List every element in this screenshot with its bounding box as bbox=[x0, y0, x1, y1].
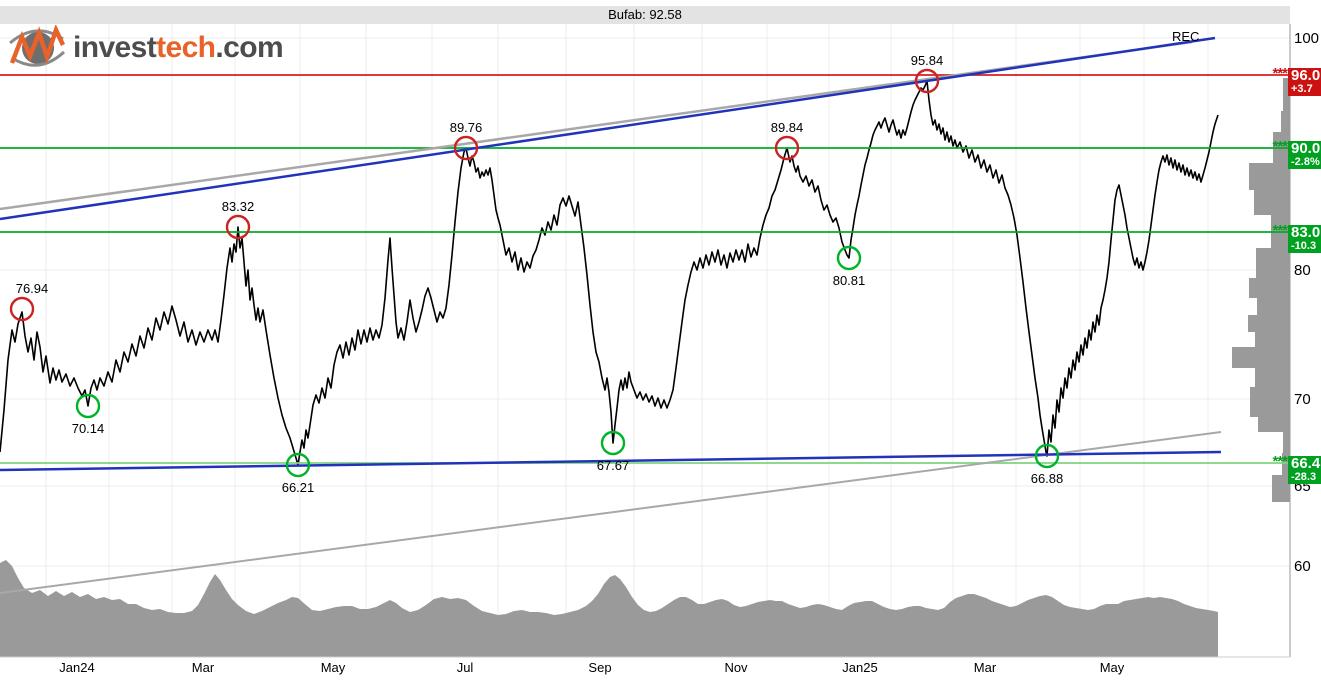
x-axis-month-label: Mar bbox=[973, 660, 997, 675]
level-significance-stars: *** bbox=[1272, 453, 1288, 470]
top-marker-circle bbox=[774, 135, 800, 161]
price-level-value: 83.0 bbox=[1291, 224, 1321, 241]
y-axis-tick-label: 70 bbox=[1294, 391, 1311, 408]
price-line bbox=[0, 80, 1219, 466]
bottom-marker-circle bbox=[600, 430, 626, 456]
volume-profile-bar bbox=[1283, 78, 1290, 111]
x-axis-month-label: May bbox=[1099, 660, 1125, 675]
volume-profile-bar bbox=[1254, 190, 1290, 215]
investtech-logo-text: investtech.com bbox=[73, 24, 284, 72]
price-level-value: 66.4 bbox=[1291, 455, 1321, 472]
extreme-value-label: 67.67 bbox=[596, 458, 630, 473]
volume-profile-bar bbox=[1232, 347, 1290, 368]
chart-title-bar: Bufab: 92.58 bbox=[0, 6, 1290, 24]
volume-profile-bar bbox=[1255, 368, 1290, 387]
price-level-badge: 96.0 +3.7 bbox=[1288, 68, 1321, 96]
logo-com: .com bbox=[215, 31, 284, 64]
volume-profile-bar bbox=[1257, 298, 1290, 315]
investtech-logo: investtech.com bbox=[6, 24, 284, 72]
extreme-value-label: 89.84 bbox=[770, 120, 804, 135]
upper-channel-blue bbox=[0, 36, 1216, 221]
price-level-delta: -10.3 bbox=[1291, 240, 1317, 252]
top-marker-circle bbox=[9, 296, 35, 322]
logo-tech: tech bbox=[156, 31, 216, 64]
price-level-badge: 90.0 -2.8% bbox=[1288, 141, 1321, 169]
extreme-value-label: 66.21 bbox=[281, 480, 315, 495]
top-marker-circle bbox=[914, 68, 940, 94]
extreme-value-label: 83.32 bbox=[221, 199, 255, 214]
level-significance-stars: *** bbox=[1272, 138, 1288, 155]
volume-profile-bar bbox=[1281, 111, 1290, 132]
top-marker-circle bbox=[225, 214, 251, 240]
x-axis-month-label: Jul bbox=[456, 660, 474, 675]
volume-profile-bar bbox=[1249, 163, 1290, 190]
volume-profile-bar bbox=[1248, 315, 1290, 332]
bottom-marker-circle bbox=[285, 452, 311, 478]
y-axis-tick-label: 100 bbox=[1294, 30, 1320, 47]
extreme-value-label: 76.94 bbox=[15, 281, 49, 296]
bottom-marker-circle bbox=[836, 245, 862, 271]
price-level-delta: -28.3 bbox=[1291, 471, 1317, 483]
chart-title: Bufab: 92.58 bbox=[608, 7, 682, 22]
x-axis-month-label: Mar bbox=[191, 660, 215, 675]
x-axis-month-label: Jan24 bbox=[59, 660, 95, 675]
y-axis-tick-label: 80 bbox=[1294, 262, 1311, 279]
recommendation-label: REC bbox=[1172, 29, 1200, 44]
volume-profile-bar bbox=[1258, 417, 1290, 432]
y-axis-tick-label: 60 bbox=[1294, 558, 1311, 575]
volume-profile-bar bbox=[1272, 475, 1290, 502]
extreme-value-label: 95.84 bbox=[910, 53, 944, 68]
bottom-marker-circle bbox=[1034, 443, 1060, 469]
extreme-value-label: 70.14 bbox=[71, 421, 105, 436]
price-level-value: 96.0 bbox=[1291, 67, 1321, 84]
lower-channel-gray bbox=[0, 431, 1222, 594]
level-significance-stars: *** bbox=[1272, 222, 1288, 239]
extreme-value-label: 66.88 bbox=[1030, 471, 1064, 486]
volume-profile-bar bbox=[1249, 278, 1290, 298]
investtech-logo-icon bbox=[9, 25, 66, 67]
price-level-value: 90.0 bbox=[1291, 140, 1321, 157]
price-level-delta: -2.8% bbox=[1291, 156, 1320, 168]
volume-profile-bar bbox=[1250, 387, 1290, 417]
volume-area bbox=[0, 560, 1218, 657]
x-axis-month-label: Jan25 bbox=[842, 660, 878, 675]
volume-profile-bar bbox=[1255, 332, 1290, 347]
volume-profile-bar bbox=[1256, 248, 1290, 278]
price-level-delta: +3.7 bbox=[1291, 83, 1313, 95]
volume-profile-bar bbox=[1283, 432, 1290, 453]
x-axis-month-label: May bbox=[320, 660, 346, 675]
level-significance-stars: *** bbox=[1272, 65, 1288, 82]
extreme-value-label: 80.81 bbox=[832, 273, 866, 288]
volume-profile-bar bbox=[1282, 453, 1290, 475]
x-axis-month-label: Nov bbox=[724, 660, 748, 675]
extreme-value-label: 89.76 bbox=[449, 120, 483, 135]
logo-invest: invest bbox=[73, 31, 157, 64]
bottom-marker-circle bbox=[75, 393, 101, 419]
top-marker-circle bbox=[453, 135, 479, 161]
price-level-badge: 66.4 -28.3 bbox=[1288, 456, 1321, 484]
price-level-badge: 83.0 -10.3 bbox=[1288, 225, 1321, 253]
lower-support-blue bbox=[0, 450, 1222, 472]
x-axis-month-label: Sep bbox=[588, 660, 612, 675]
